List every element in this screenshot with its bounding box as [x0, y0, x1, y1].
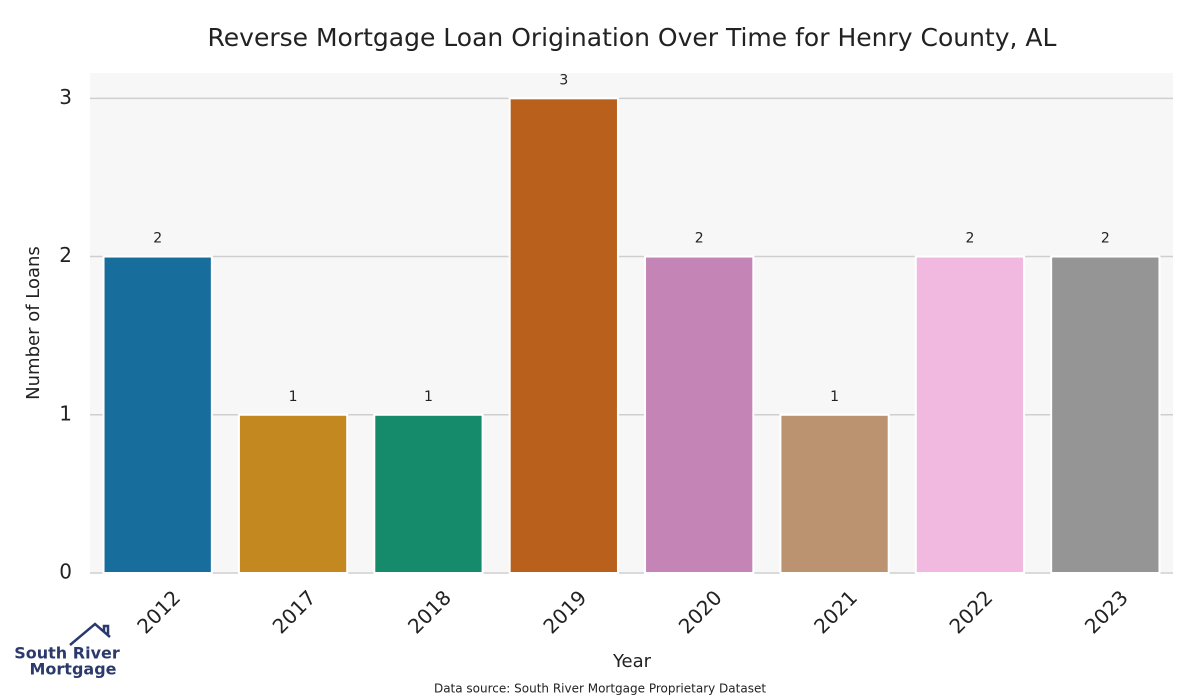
- bar: [644, 255, 755, 574]
- x-tick-label: 2023: [1080, 585, 1133, 638]
- x-tick-label: 2018: [403, 585, 456, 638]
- bar: [779, 413, 890, 574]
- y-tick-label: 3: [59, 85, 72, 109]
- data-label: 2: [965, 231, 974, 247]
- y-tick-label: 2: [59, 243, 72, 267]
- source-note: Data source: South River Mortgage Propri…: [434, 682, 766, 696]
- logo-text: Mortgage: [29, 660, 116, 679]
- data-label: 2: [1101, 231, 1110, 247]
- x-tick-label: 2022: [944, 585, 997, 638]
- y-tick-label: 0: [59, 560, 72, 584]
- data-label: 1: [424, 389, 433, 405]
- bar: [914, 255, 1026, 574]
- y-tick-label: 1: [59, 401, 72, 425]
- bar: [373, 413, 484, 574]
- x-axis-label: Year: [612, 651, 652, 672]
- data-label: 3: [559, 72, 568, 88]
- logo: South River Mortgage: [14, 622, 120, 679]
- bar: [1050, 255, 1161, 574]
- y-axis-label: Number of Loans: [23, 246, 44, 400]
- x-tick-label: 2019: [538, 585, 591, 638]
- data-label: 2: [153, 231, 162, 247]
- logo-house: [69, 622, 111, 646]
- bar: [508, 97, 619, 574]
- data-label: 1: [830, 389, 839, 405]
- chart-title: Reverse Mortgage Loan Origination Over T…: [208, 23, 1057, 52]
- x-tick-label: 2021: [809, 585, 862, 638]
- logo-text: South River: [14, 644, 120, 663]
- x-tick-label: 2020: [674, 585, 727, 638]
- data-label: 1: [289, 389, 298, 405]
- data-label: 2: [695, 231, 704, 247]
- x-tick-label: 2012: [132, 585, 185, 638]
- x-tick-label: 2017: [268, 585, 321, 638]
- bar: [102, 255, 213, 574]
- bar: [237, 413, 349, 574]
